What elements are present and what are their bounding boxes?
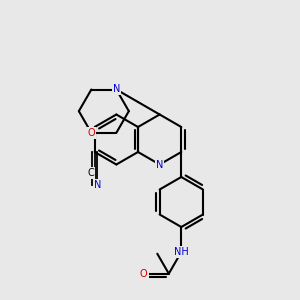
Text: O: O: [88, 128, 95, 138]
Text: N: N: [94, 180, 101, 190]
Text: C: C: [87, 168, 94, 178]
Text: N: N: [156, 160, 163, 170]
Text: NH: NH: [174, 247, 189, 257]
Text: O: O: [140, 269, 148, 279]
Text: N: N: [113, 85, 120, 94]
